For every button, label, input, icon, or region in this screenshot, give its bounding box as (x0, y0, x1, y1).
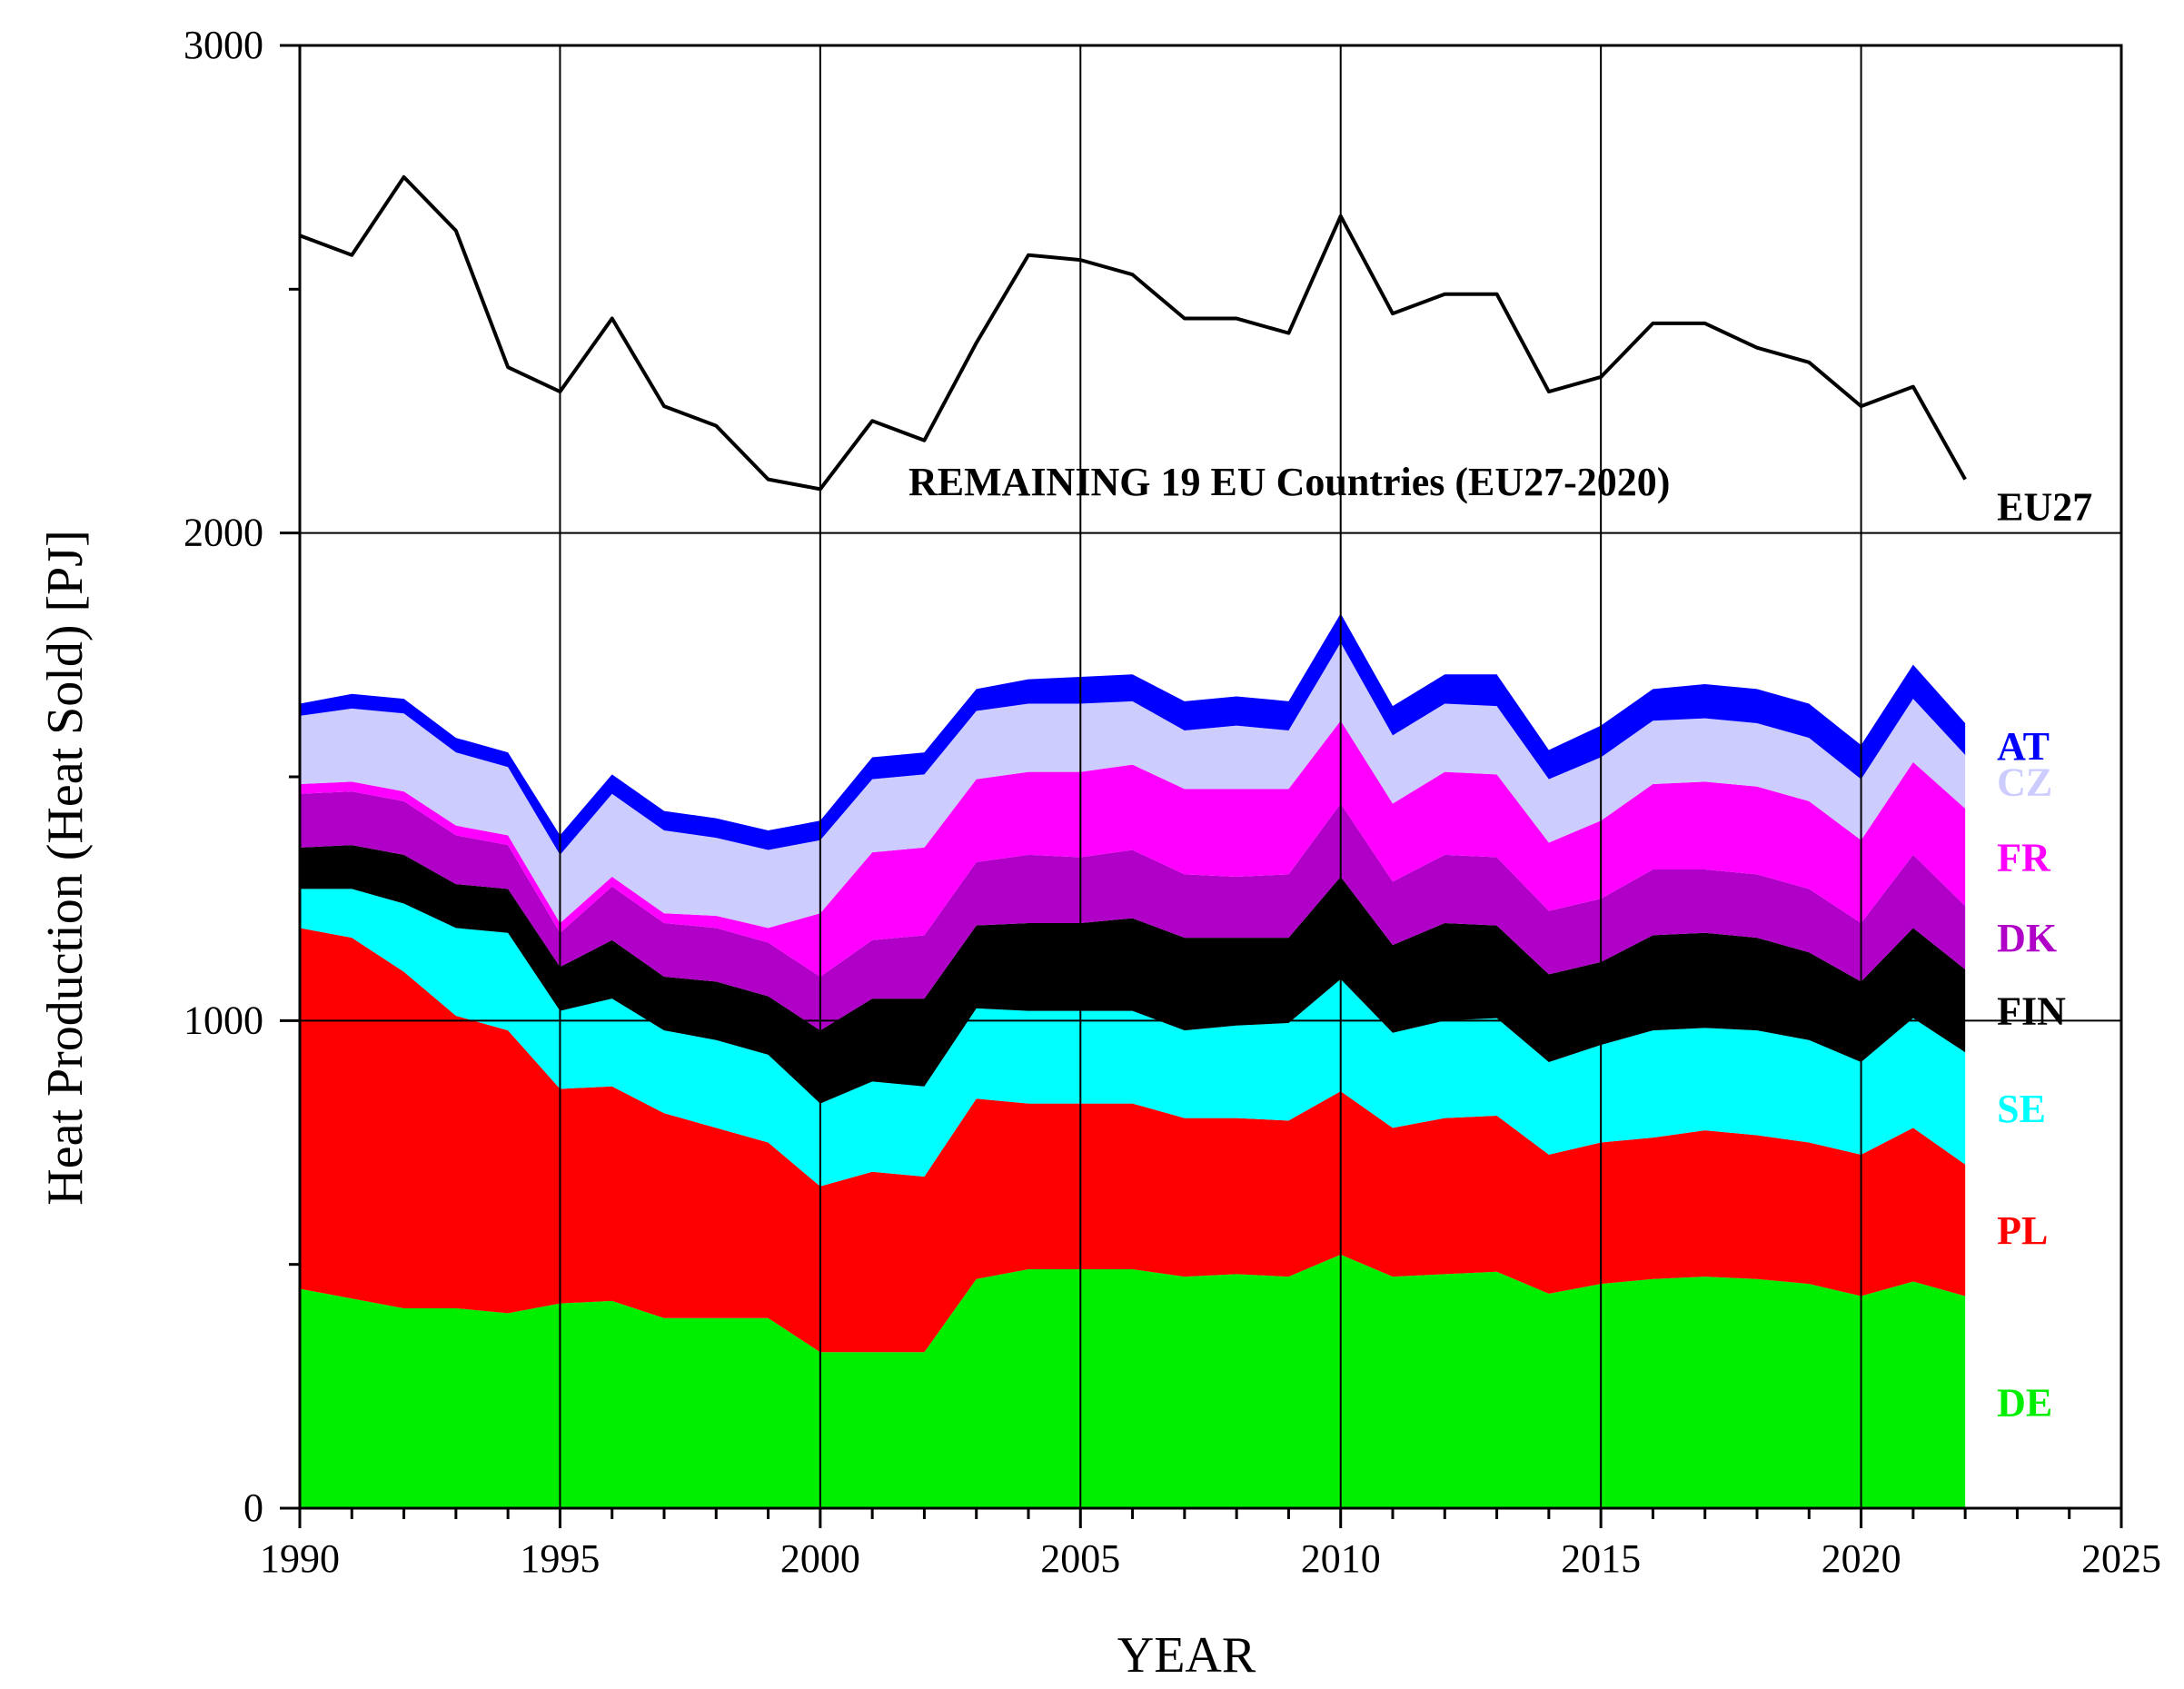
grid-lines (300, 45, 2121, 1508)
eu27-line (299, 174, 1967, 492)
x-tick-label-1995: 1995 (520, 1536, 600, 1581)
y-tick-label-0: 0 (243, 1485, 263, 1530)
x-tick-label-2025: 2025 (2081, 1536, 2161, 1581)
series-label-se: SE (1997, 1087, 2046, 1131)
y-axis-title: Heat Production (Heat Sold) [PJ] (37, 530, 94, 1205)
y-tick-label-3000: 3000 (184, 23, 263, 67)
eu27-line-group (299, 174, 1967, 492)
area-at (300, 613, 1966, 855)
series-label-eu27: EU27 (1997, 485, 2092, 530)
series-label-de: DE (1997, 1380, 2052, 1425)
y-tick-label-2000: 2000 (184, 511, 263, 555)
stacked-areas (300, 613, 1966, 1508)
area-dk (300, 791, 1966, 1031)
area-fin (300, 845, 1966, 1104)
series-label-at: AT (1997, 724, 2050, 769)
series-label-fr: FR (1997, 836, 2051, 880)
x-tick-label-2005: 2005 (1040, 1536, 1120, 1581)
y-tick-label-1000: 1000 (184, 998, 263, 1042)
area-cz (300, 642, 1966, 929)
x-axis-title: YEAR (1117, 1627, 1256, 1684)
x-tick-label-2020: 2020 (1822, 1536, 1901, 1581)
series-label-pl: PL (1997, 1208, 2048, 1253)
x-tick-labels: 1990 1995 2000 2005 2010 2015 2020 2025 (260, 1536, 2161, 1581)
series-label-cz: CZ (1997, 760, 2052, 804)
x-tick-label-2010: 2010 (1301, 1536, 1381, 1581)
area-pl (300, 928, 1966, 1353)
area-fr (300, 720, 1966, 978)
annotation-remaining-countries: REMAINING 19 EU Countries (EU27-2020) (908, 460, 1670, 504)
x-tick-label-2015: 2015 (1561, 1536, 1641, 1581)
x-tick-label-2000: 2000 (780, 1536, 860, 1581)
area-se (300, 889, 1966, 1187)
axis-ticks (280, 44, 2123, 1528)
y-tick-labels: 0 1000 2000 3000 (184, 23, 263, 1530)
series-label-fin: FIN (1997, 989, 2066, 1034)
series-label-dk: DK (1997, 916, 2057, 960)
x-tick-label-1990: 1990 (260, 1536, 340, 1581)
